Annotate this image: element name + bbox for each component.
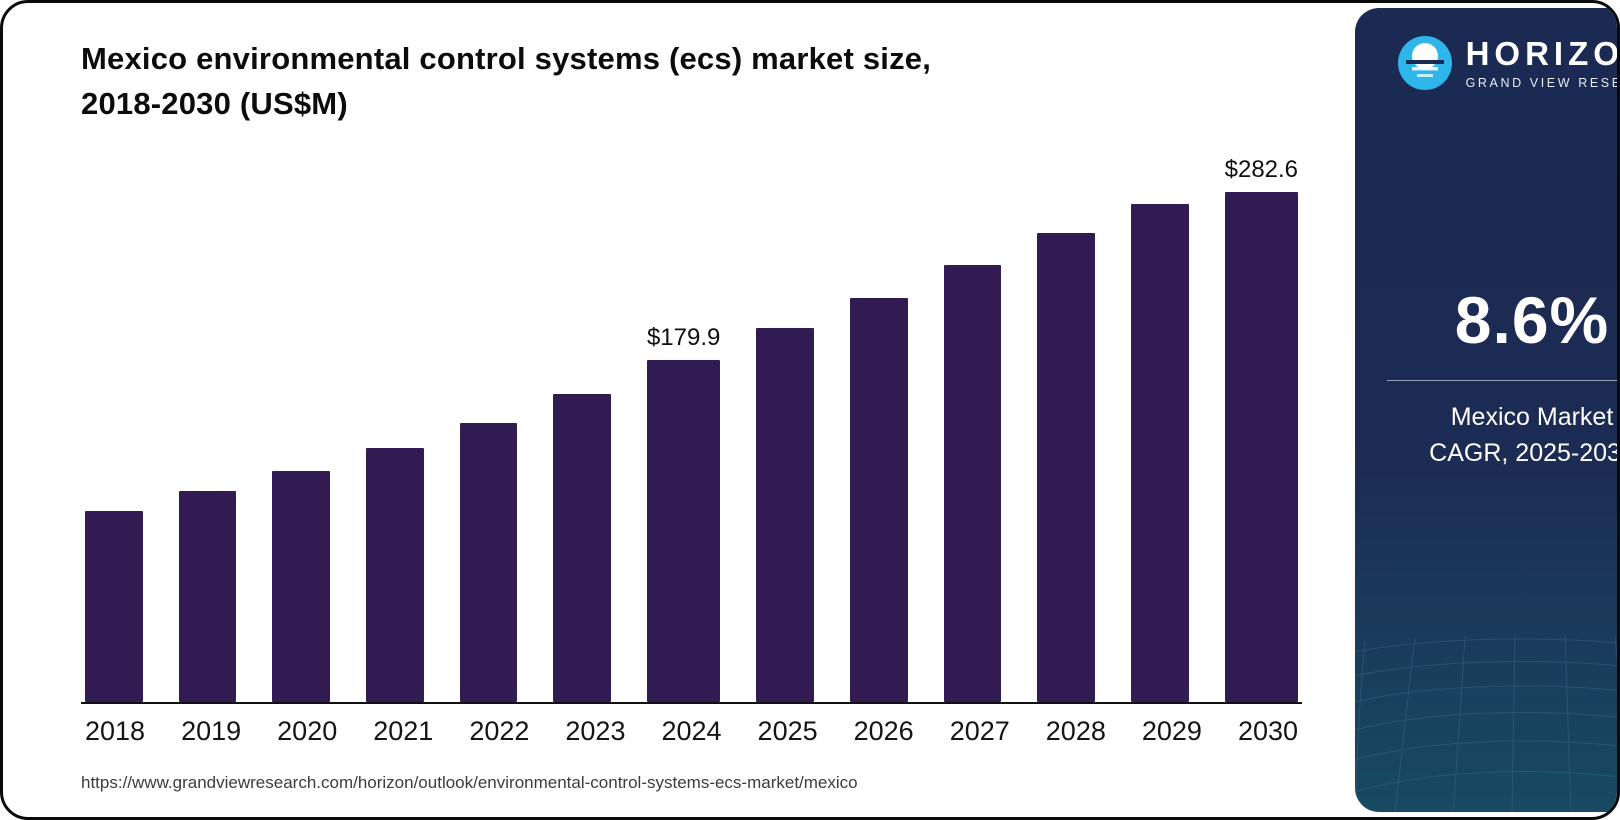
- bar: [1224, 192, 1299, 702]
- chart-title: Mexico environmental control systems (ec…: [81, 37, 1320, 127]
- brand-sidebar: HORIZON GRAND VIEW RESEARCH 8.6% Mexico …: [1355, 8, 1620, 812]
- bar-group: [272, 156, 330, 702]
- x-axis-tick-label: 2018: [85, 716, 146, 746]
- bar: [943, 265, 1002, 702]
- x-axis-tick-label: 2020: [277, 716, 338, 746]
- source-url: https://www.grandviewresearch.com/horizo…: [81, 773, 858, 792]
- bar: [459, 423, 518, 702]
- bar-value-label: $179.9: [646, 324, 721, 351]
- x-axis-tick-label: 2030: [1237, 716, 1299, 746]
- x-axis-tick-label: 2019: [181, 716, 242, 746]
- bar-value-label: $282.6: [1224, 156, 1299, 183]
- bar-group: [459, 156, 518, 702]
- bar-group: [850, 156, 908, 702]
- chart-panel: Mexico environmental control systems (ec…: [3, 3, 1350, 817]
- bar-group: [756, 156, 814, 702]
- x-axis-tick-label: 2027: [949, 716, 1010, 746]
- x-axis-tick-label: 2029: [1141, 716, 1202, 746]
- brand-name: HORIZON: [1465, 35, 1617, 73]
- x-axis-tick-label: 2025: [757, 716, 818, 746]
- plot-wrap: $179.9 $282.6 2018 2019 2020 2021 2022 2023 202…: [81, 135, 1320, 747]
- bar-group: $282.6: [1224, 156, 1299, 702]
- bar-group: [365, 156, 424, 702]
- logo-text: HORIZON GRAND VIEW RESEARCH: [1465, 35, 1620, 90]
- bar: [646, 360, 721, 702]
- cagr-label-line2: CAGR, 2025-2030: [1429, 439, 1620, 468]
- bar: [850, 298, 908, 702]
- wireframe-mesh-decoration: [1355, 633, 1617, 812]
- bar-group: [1130, 156, 1189, 702]
- horizon-logo-icon: [1397, 36, 1452, 90]
- bar-group: [943, 156, 1002, 702]
- chart-title-line1: Mexico environmental control systems (ec…: [81, 41, 932, 76]
- x-axis-tick-label: 2023: [565, 716, 626, 746]
- bar-group: [85, 156, 143, 702]
- cagr-label: Mexico Market CAGR, 2025-2030: [1429, 399, 1620, 472]
- bar: [1037, 233, 1095, 702]
- brand-subtitle: GRAND VIEW RESEARCH: [1465, 75, 1620, 90]
- chart-title-line2: 2018-2030 (US$M): [81, 85, 348, 121]
- plot-area: $179.9 $282.6: [81, 156, 1303, 704]
- bar: [756, 328, 814, 702]
- bar: [365, 448, 424, 702]
- x-axis-tick-label: 2026: [853, 716, 914, 746]
- cagr-label-line1: Mexico Market: [1450, 403, 1614, 431]
- x-axis-tick-label: 2024: [661, 716, 722, 746]
- x-axis-tick-label: 2021: [373, 716, 434, 746]
- bar: [178, 491, 237, 702]
- bar-group: [1037, 156, 1095, 702]
- bar: [553, 394, 611, 702]
- bar-group: [178, 156, 237, 702]
- x-axis-tick-label: 2022: [469, 716, 530, 746]
- x-axis-tick-label: 2028: [1045, 716, 1106, 746]
- x-axis-labels: 2018 2019 2020 2021 2022 2023 2024 2025 2026 2027…: [81, 716, 1302, 747]
- cagr-block: 8.6% Mexico Market CAGR, 2025-2030: [1355, 282, 1620, 472]
- cagr-value: 8.6%: [1454, 283, 1610, 357]
- bar-group: $179.9: [646, 156, 721, 702]
- bar: [272, 471, 330, 702]
- logo: HORIZON GRAND VIEW RESEARCH: [1396, 34, 1620, 92]
- bar: [1130, 204, 1189, 702]
- cagr-divider: [1387, 380, 1617, 381]
- bar-group: [553, 156, 611, 702]
- bar: [85, 511, 143, 702]
